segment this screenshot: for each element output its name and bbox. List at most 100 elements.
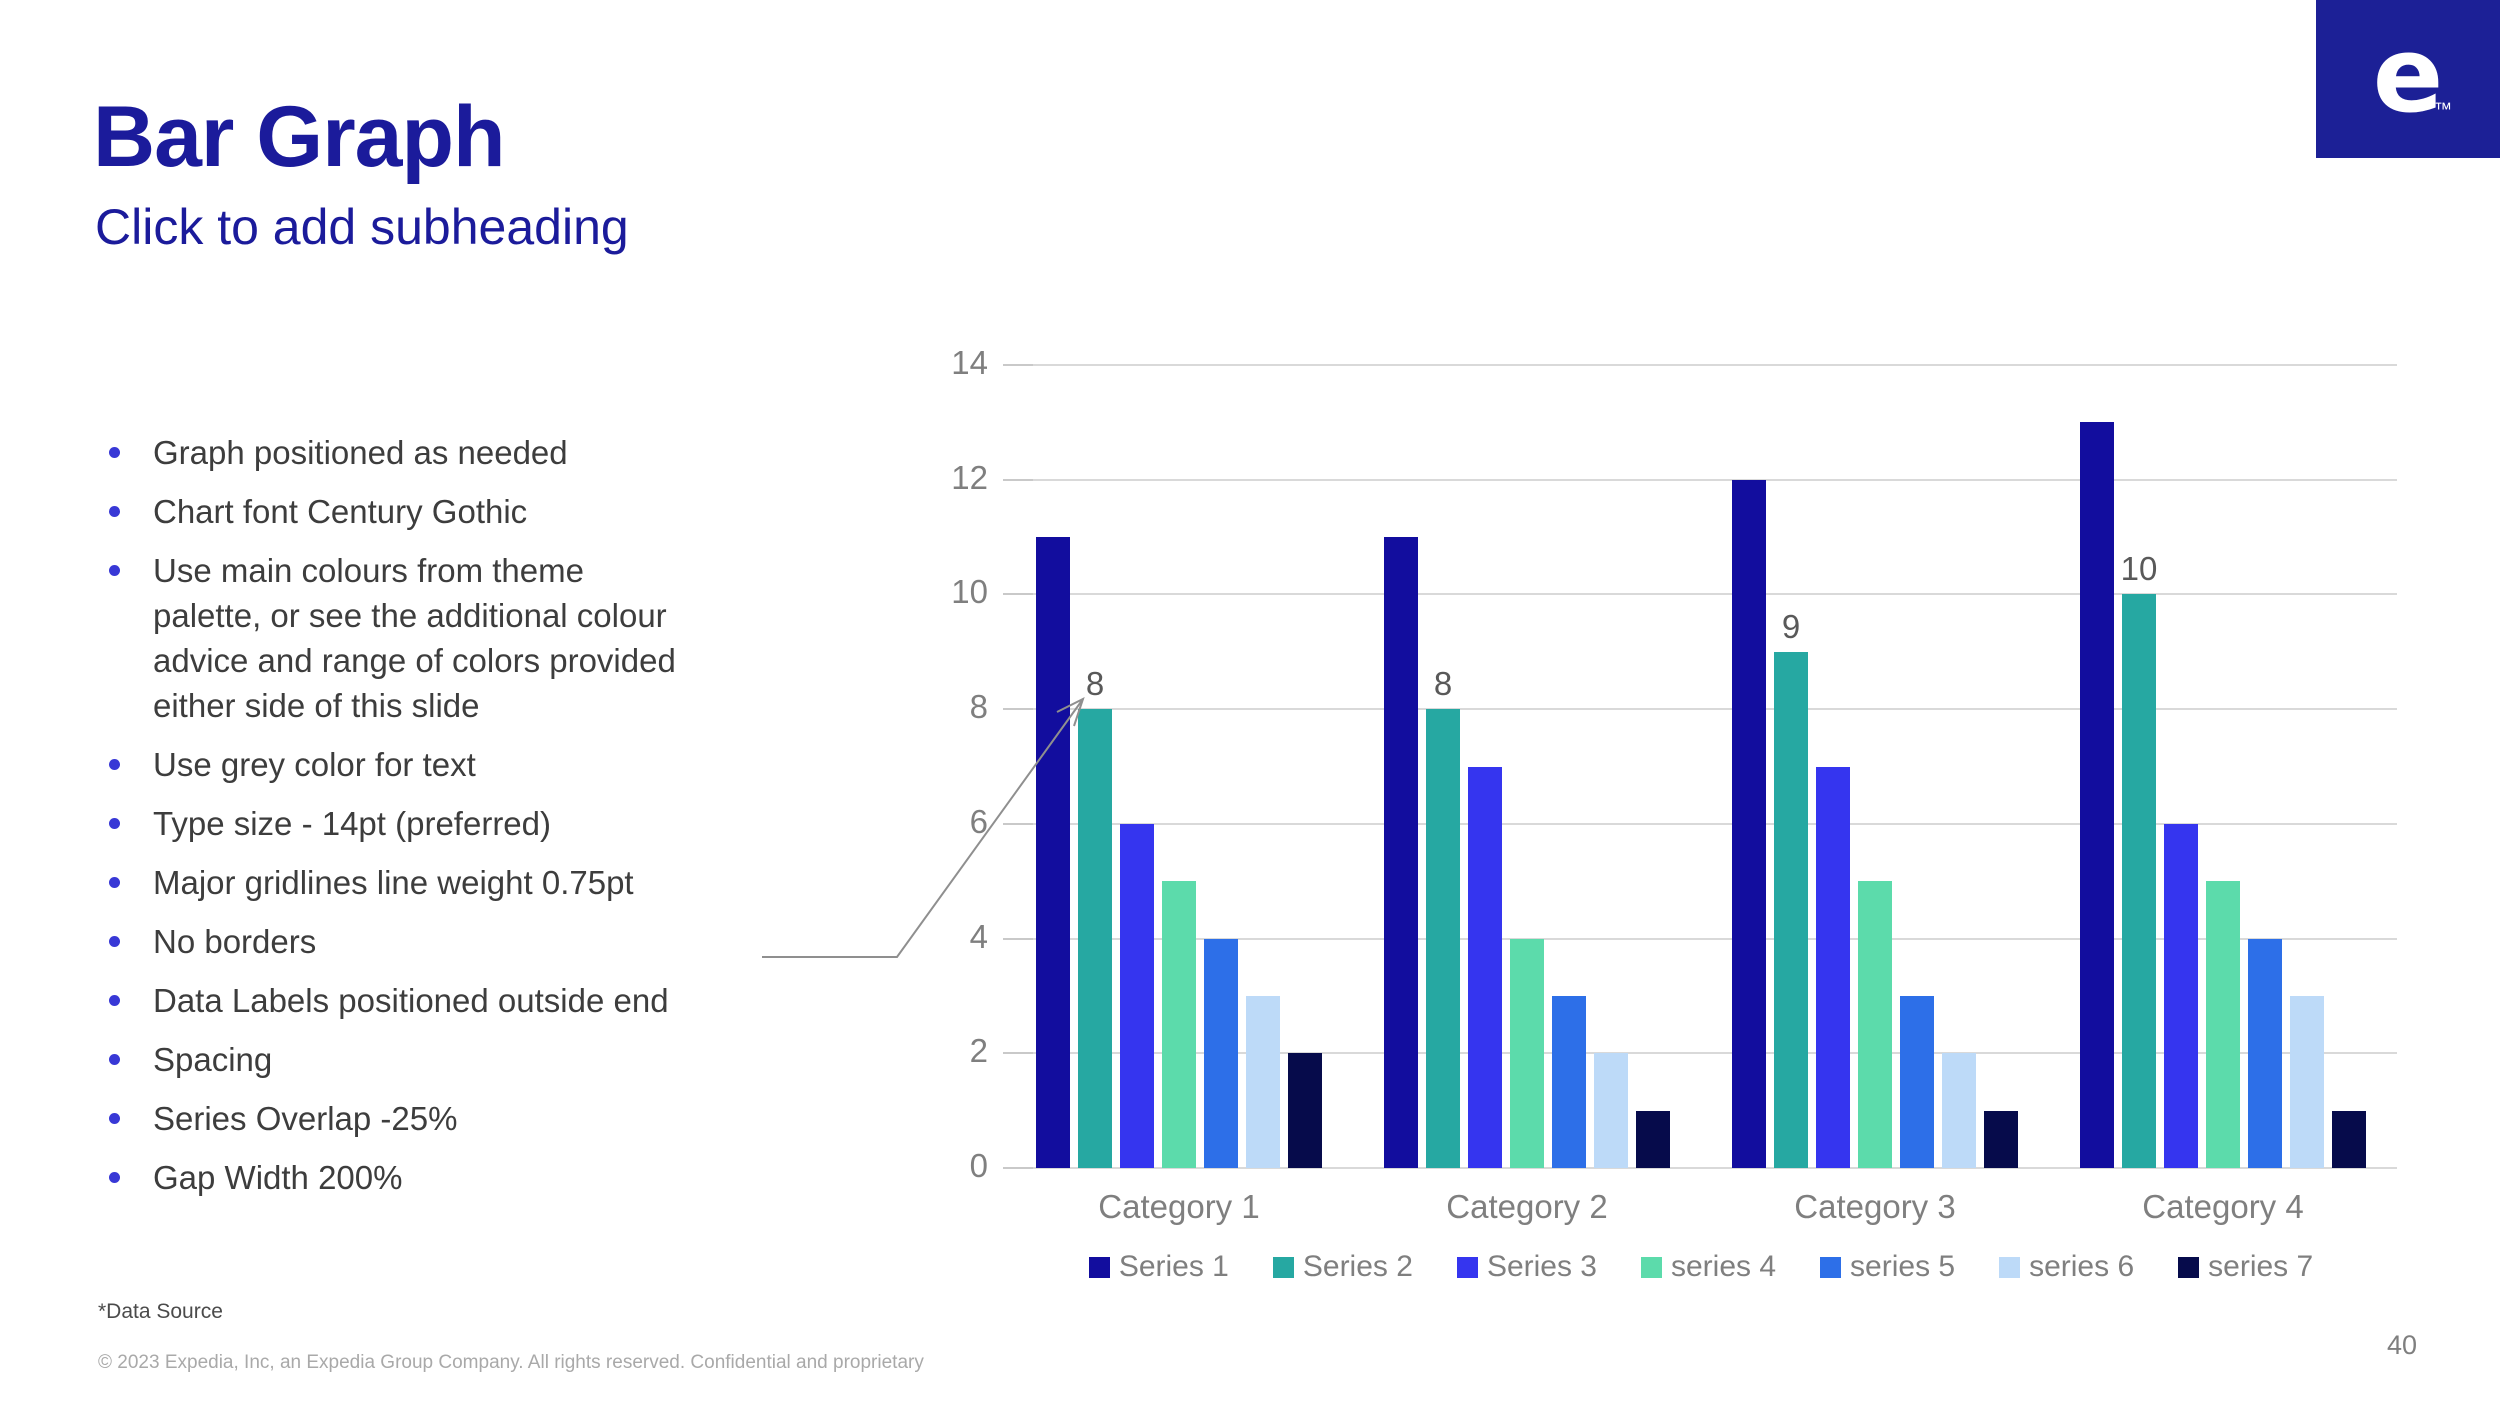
bar [1246, 995, 1280, 1168]
copyright: © 2023 Expedia, Inc, an Expedia Group Co… [98, 1352, 924, 1373]
legend-swatch [1820, 1256, 1842, 1278]
y-axis-labels: 0 2 4 6 8 10 12 14 [860, 344, 988, 1184]
y-tick [1003, 364, 1033, 366]
category-axis: Category 1 Category 2 Category 3 Category 4 [1005, 1188, 2397, 1228]
bullet-item: Major gridlines line weight 0.75pt [95, 860, 698, 905]
y-tick [1003, 1167, 1033, 1169]
category-label: Category 2 [1446, 1188, 1608, 1225]
gridline [1005, 364, 2397, 366]
y-axis-label: 12 [951, 458, 988, 496]
bar [1384, 537, 1418, 1168]
data-label: 10 [2120, 550, 2158, 588]
bullet-list: Graph positioned as needed Chart font Cen… [95, 430, 735, 1214]
chart-legend: Series 1 Series 2 Series 3 series 4 series 5… [1005, 1250, 2397, 1284]
bar [2248, 938, 2282, 1168]
legend-swatch [1641, 1256, 1662, 1278]
legend-swatch [1456, 1256, 1478, 1278]
bar-group: 8 [1005, 365, 1353, 1168]
bar: 10 [2121, 550, 2157, 1168]
gridline [1005, 1052, 2397, 1055]
category-label: Category 4 [2142, 1188, 2304, 1225]
trademark-symbol: ™ [2434, 99, 2452, 119]
bullet-item: Gap Width 200% [95, 1155, 698, 1200]
gridline [1005, 708, 2397, 711]
legend-item: series 7 [2178, 1250, 2313, 1284]
bar [1858, 881, 1892, 1168]
category-label: Category 3 [1794, 1188, 1956, 1225]
legend-item: Series 3 [1456, 1250, 1597, 1284]
category-label: Category 1 [1098, 1188, 1260, 1225]
y-axis-label: 0 [969, 1147, 988, 1184]
bullet-item: Chart font Century Gothic [95, 489, 698, 534]
gridline [1005, 937, 2397, 940]
bar [2332, 1110, 2366, 1168]
legend-item: series 5 [1820, 1250, 1955, 1284]
y-axis-label: 10 [951, 573, 988, 611]
data-label: 8 [1085, 665, 1105, 703]
legend-label: Series 1 [1118, 1250, 1229, 1283]
y-axis-label: 4 [969, 917, 988, 955]
legend-label: series 4 [1671, 1250, 1777, 1283]
bar [1732, 479, 1766, 1168]
plot-area: 8 8 9 10 [1003, 364, 2397, 1169]
gridline [1005, 478, 2397, 481]
bullet-item: Type size - 14pt (preferred) [95, 801, 698, 846]
gridline [1005, 822, 2397, 825]
bar [1816, 766, 1850, 1168]
bullet-item: Use grey color for text [95, 742, 698, 787]
bar [2206, 881, 2240, 1168]
legend-label: series 5 [1850, 1250, 1956, 1283]
y-axis-label: 8 [969, 688, 988, 726]
gridline [1005, 593, 2397, 596]
bar [1942, 1053, 1976, 1168]
y-axis-label: 2 [969, 1032, 988, 1070]
bar [1288, 1053, 1322, 1168]
bar: 9 [1774, 608, 1808, 1168]
bullet-item: Spacing [95, 1037, 698, 1082]
footnote: *Data Source [98, 1300, 223, 1323]
bar [1120, 823, 1154, 1168]
bar [1900, 995, 1934, 1168]
bar-group: 8 [1353, 365, 1701, 1168]
expedia-e-icon: e [2372, 14, 2444, 136]
bar [2290, 995, 2324, 1168]
page-number: 40 [2386, 1330, 2418, 1360]
legend-swatch [1272, 1256, 1294, 1278]
bar-group: 10 [2049, 365, 2397, 1168]
page-title: Bar Graph [93, 89, 506, 185]
bullet-item: Series Overlap -25% [95, 1096, 698, 1141]
bullet-item: Graph positioned as needed [95, 430, 698, 475]
legend-swatch [2178, 1256, 2200, 1278]
bullet-item: No borders [95, 919, 698, 964]
bar [1594, 1053, 1628, 1168]
y-axis-label: 14 [951, 344, 988, 381]
bar [2164, 823, 2198, 1168]
bar: 8 [1078, 665, 1112, 1168]
slide-subheading: Click to add subheading [95, 199, 629, 255]
legend-swatch [1999, 1256, 2021, 1278]
gridline [1005, 1167, 2397, 1169]
legend-label: series 7 [2208, 1250, 2314, 1283]
legend-item: Series 2 [1272, 1250, 1413, 1284]
bar [2080, 422, 2114, 1168]
legend-label: Series 3 [1486, 1250, 1597, 1283]
legend-item: series 6 [1999, 1250, 2134, 1284]
bar [1984, 1110, 2018, 1168]
legend-item: series 4 [1641, 1250, 1776, 1284]
y-axis-label: 6 [969, 802, 988, 840]
bar [1552, 995, 1586, 1168]
bar [1510, 938, 1544, 1168]
bar [1636, 1110, 1670, 1168]
bar [1162, 881, 1196, 1168]
legend-swatch [1088, 1256, 1110, 1278]
legend-item: Series 1 [1088, 1250, 1229, 1284]
bullet-item: Data Labels positioned outside end [95, 978, 698, 1023]
legend-label: series 6 [2029, 1250, 2135, 1283]
bar [1036, 537, 1070, 1168]
y-tick [1003, 593, 1033, 596]
bar [1468, 766, 1502, 1168]
bar [1204, 938, 1238, 1168]
legend-label: Series 2 [1302, 1250, 1413, 1283]
data-label: 8 [1433, 665, 1453, 703]
expedia-logo: e ™ [2316, 0, 2500, 158]
